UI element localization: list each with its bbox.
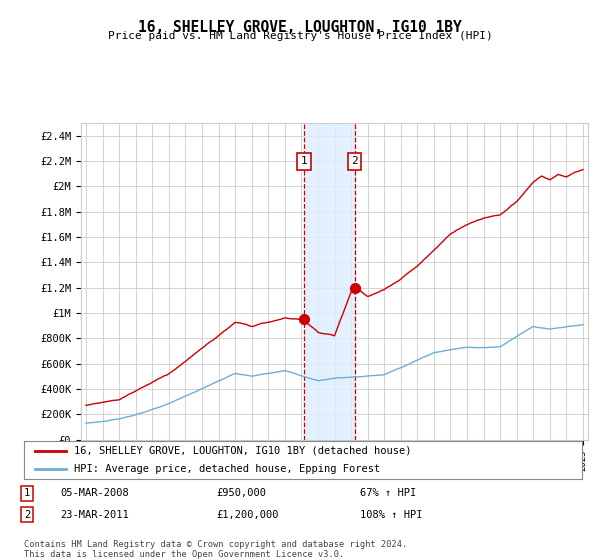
Text: 23-MAR-2011: 23-MAR-2011 (60, 510, 129, 520)
Text: 05-MAR-2008: 05-MAR-2008 (60, 488, 129, 498)
Text: 16, SHELLEY GROVE, LOUGHTON, IG10 1BY: 16, SHELLEY GROVE, LOUGHTON, IG10 1BY (138, 20, 462, 35)
Text: £950,000: £950,000 (216, 488, 266, 498)
Text: Contains HM Land Registry data © Crown copyright and database right 2024.
This d: Contains HM Land Registry data © Crown c… (24, 540, 407, 559)
Text: 67% ↑ HPI: 67% ↑ HPI (360, 488, 416, 498)
Bar (304, 123, 355, 440)
Text: 16, SHELLEY GROVE, LOUGHTON, IG10 1BY (detached house): 16, SHELLEY GROVE, LOUGHTON, IG10 1BY (d… (74, 446, 412, 456)
Text: 2: 2 (24, 510, 30, 520)
Text: 1: 1 (24, 488, 30, 498)
Text: 1: 1 (301, 156, 308, 166)
Text: 2: 2 (352, 156, 358, 166)
Text: £1,200,000: £1,200,000 (216, 510, 278, 520)
Text: 108% ↑ HPI: 108% ↑ HPI (360, 510, 422, 520)
Text: Price paid vs. HM Land Registry's House Price Index (HPI): Price paid vs. HM Land Registry's House … (107, 31, 493, 41)
Text: HPI: Average price, detached house, Epping Forest: HPI: Average price, detached house, Eppi… (74, 464, 380, 474)
